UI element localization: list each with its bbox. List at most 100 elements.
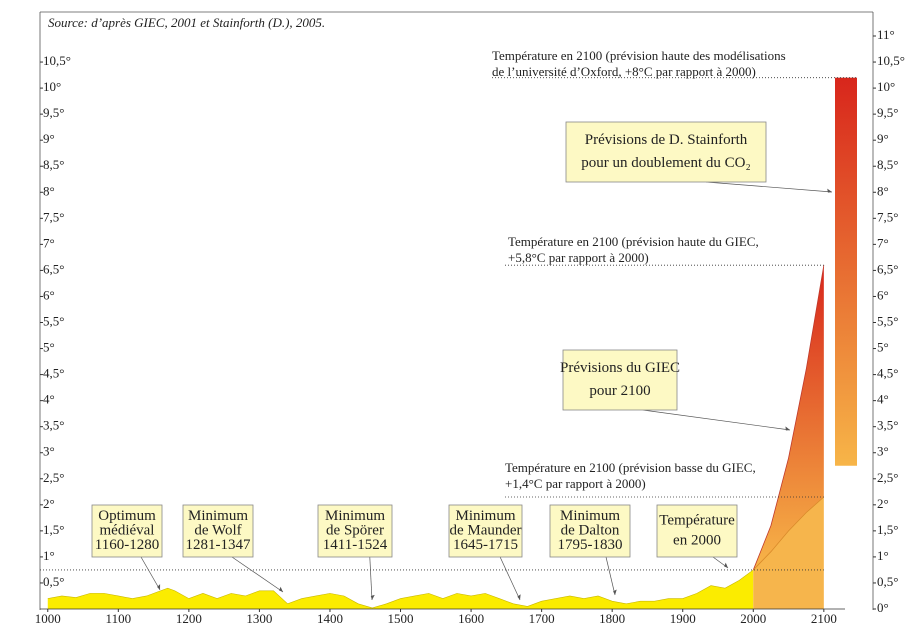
x-tick-label: 1600 xyxy=(458,611,484,626)
arrow-head xyxy=(370,594,375,600)
y2-tick-label: 9,5° xyxy=(877,105,898,120)
projection-low-fill xyxy=(753,497,824,609)
annotation-box xyxy=(91,504,163,558)
annotation-text: pour un doublement du CO₂ xyxy=(581,155,750,171)
note-text: Température en 2100 (prévision haute des… xyxy=(492,48,786,63)
x-tick-label: 1300 xyxy=(246,611,272,626)
annotation-arrow xyxy=(705,181,833,193)
y2-tick-label: 3,5° xyxy=(877,418,898,433)
annotation-text: de Wolf xyxy=(194,522,241,538)
x-tick-label: 1100 xyxy=(106,611,132,626)
annotation-text: Température xyxy=(659,512,735,528)
annotation-text: 1645-1715 xyxy=(453,537,518,553)
y2-tick-label: 7,5° xyxy=(877,209,898,224)
annotation-box xyxy=(549,504,631,558)
annotation-text: médiéval xyxy=(100,522,155,538)
arrow-head xyxy=(613,589,617,595)
y2-tick-label: 9° xyxy=(877,131,889,146)
y-tick-label: 5,5° xyxy=(43,313,64,328)
y-tick-label: 6,5° xyxy=(43,261,64,276)
y2-tick-label: 10° xyxy=(877,79,895,94)
y2-tick-label: 5° xyxy=(877,340,889,355)
x-tick-label: 1200 xyxy=(176,611,202,626)
arrow-head xyxy=(517,594,521,600)
annotation-text: 1281-1347 xyxy=(186,537,251,553)
arrow-head xyxy=(724,562,728,568)
annotation-text: 1160-1280 xyxy=(95,537,159,553)
annotation-box xyxy=(448,504,523,558)
y-tick-label: 9,5° xyxy=(43,105,64,120)
y2-tick-label: 1° xyxy=(877,548,889,563)
x-tick-label: 2000 xyxy=(740,611,766,626)
y2-tick-label: 8,5° xyxy=(877,157,898,172)
annotation-text: Minimum xyxy=(560,508,620,524)
y-tick-label: 7,5° xyxy=(43,209,64,224)
annotation-text: de Spörer xyxy=(326,522,384,538)
annotation-arrow xyxy=(605,556,616,596)
x-tick-label: 1800 xyxy=(599,611,625,626)
annotation-text: en 2000 xyxy=(673,532,721,548)
annotation-text: 1795-1830 xyxy=(558,537,623,553)
y-tick-label: 2° xyxy=(43,496,55,511)
source: Source: d’après GIEC, 2001 et Stainforth… xyxy=(48,15,325,30)
annotation-box xyxy=(182,504,254,558)
y2-tick-label: 2° xyxy=(877,496,889,511)
y-tick-label: 10° xyxy=(43,79,61,94)
series-line xyxy=(752,265,825,571)
annotation-arrow xyxy=(642,409,791,431)
annotation-box xyxy=(562,349,678,411)
annotation-text: pour 2100 xyxy=(589,383,650,399)
annotation-text: Prévisions de D. Stainforth xyxy=(585,132,748,148)
y2-tick-label: 7° xyxy=(877,235,889,250)
annotation-text: Minimum xyxy=(455,508,515,524)
y2-tick-label: 1,5° xyxy=(877,522,898,537)
series-line xyxy=(47,569,754,609)
y2-tick-label: 6,5° xyxy=(877,261,898,276)
y2-tick-label: 4° xyxy=(877,392,889,407)
y2-tick-label: 3° xyxy=(877,444,889,459)
x-tick-label: 2100 xyxy=(811,611,837,626)
annotation-text: de Maunder xyxy=(449,522,521,538)
y-tick-label: 1,5° xyxy=(43,522,64,537)
note-text: +1,4°C par rapport à 2000) xyxy=(505,476,646,491)
y2-tick-label: 11° xyxy=(877,27,895,42)
annotation-text: de Dalton xyxy=(561,522,620,538)
annotation-box xyxy=(565,121,767,183)
y-tick-label: 4° xyxy=(43,392,55,407)
y2-tick-label: 5,5° xyxy=(877,313,898,328)
y-tick-label: 6° xyxy=(43,287,55,302)
series-line xyxy=(752,496,825,571)
y2-tick-label: 0° xyxy=(877,600,889,615)
y2-tick-label: 6° xyxy=(877,287,889,302)
note-text: +5,8°C par rapport à 2000) xyxy=(508,250,649,265)
arrow-head xyxy=(785,426,790,431)
y-tick-label: 0,5° xyxy=(43,574,64,589)
note-text: de l’université d’Oxford, +8°C par rappo… xyxy=(492,64,756,79)
annotation-text: 1411-1524 xyxy=(323,537,388,553)
y2-tick-label: 10,5° xyxy=(877,53,905,68)
y2-tick-label: 4,5° xyxy=(877,366,898,381)
annotation-arrow xyxy=(369,556,373,601)
annotation-box xyxy=(656,504,738,558)
y-tick-label: 8,5° xyxy=(43,157,64,172)
y-tick-label: 10,5° xyxy=(43,53,71,68)
y-tick-label: 1° xyxy=(43,548,55,563)
arrow-head xyxy=(827,188,832,193)
y2-tick-label: 2,5° xyxy=(877,470,898,485)
annotation-text: Minimum xyxy=(188,508,248,524)
projection-wedge xyxy=(753,265,824,570)
annotation-box xyxy=(317,504,393,558)
note-text: Température en 2100 (prévision basse du … xyxy=(505,460,756,475)
x-tick-label: 1400 xyxy=(317,611,343,626)
y-tick-label: 2,5° xyxy=(43,470,64,485)
x-tick-label: 1500 xyxy=(388,611,414,626)
x-tick-label: 1700 xyxy=(529,611,555,626)
y-tick-label: 3° xyxy=(43,444,55,459)
note-text: Température en 2100 (prévision haute du … xyxy=(508,234,759,249)
annotation-text: Minimum xyxy=(325,508,385,524)
y-tick-label: 8° xyxy=(43,183,55,198)
annotation-arrow xyxy=(231,556,284,593)
x-tick-label: 1900 xyxy=(670,611,696,626)
y2-tick-label: 8° xyxy=(877,183,889,198)
